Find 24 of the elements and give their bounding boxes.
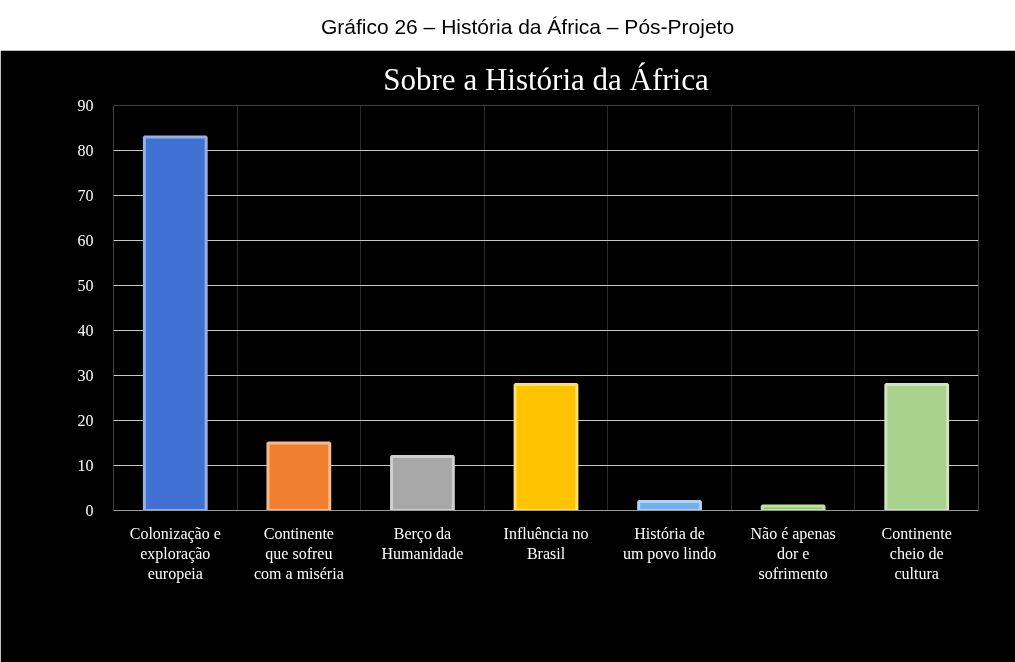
x-tick-label: Continente que sofreu com a miséria (253, 524, 344, 583)
x-tick-label: Berço da Humanidade (381, 524, 464, 562)
y-tick-label: 0 (85, 502, 94, 519)
x-tick-label: Continente cheio de cultura (881, 524, 952, 583)
text: Gráfico 26 – História da África – Pós-Projeto (320, 14, 735, 40)
x-tick-label: Não é apenas dor e sofrimento (750, 524, 836, 583)
x-tick-label: Colonização e exploração europeia (129, 524, 221, 584)
chart-title: Sobre a História da África (383, 61, 709, 97)
y-tick-label: 60 (77, 232, 94, 249)
y-tick-label: 80 (77, 142, 94, 159)
bar (513, 383, 579, 511)
y-tick-label: 90 (77, 97, 94, 114)
y-tick-label: 50 (77, 277, 94, 294)
bar (266, 441, 332, 511)
y-tick-label: 10 (77, 457, 94, 474)
x-tick-label: Influência no Brasil (503, 524, 589, 562)
y-tick-label: 20 (77, 412, 94, 429)
y-tick-label: 70 (77, 187, 94, 204)
bar (142, 135, 208, 511)
y-tick-label: 30 (77, 367, 94, 384)
bar (884, 383, 950, 511)
x-tick-label: História de um povo lindo (622, 524, 717, 563)
bar (637, 500, 702, 511)
y-tick-label: 40 (77, 322, 94, 339)
